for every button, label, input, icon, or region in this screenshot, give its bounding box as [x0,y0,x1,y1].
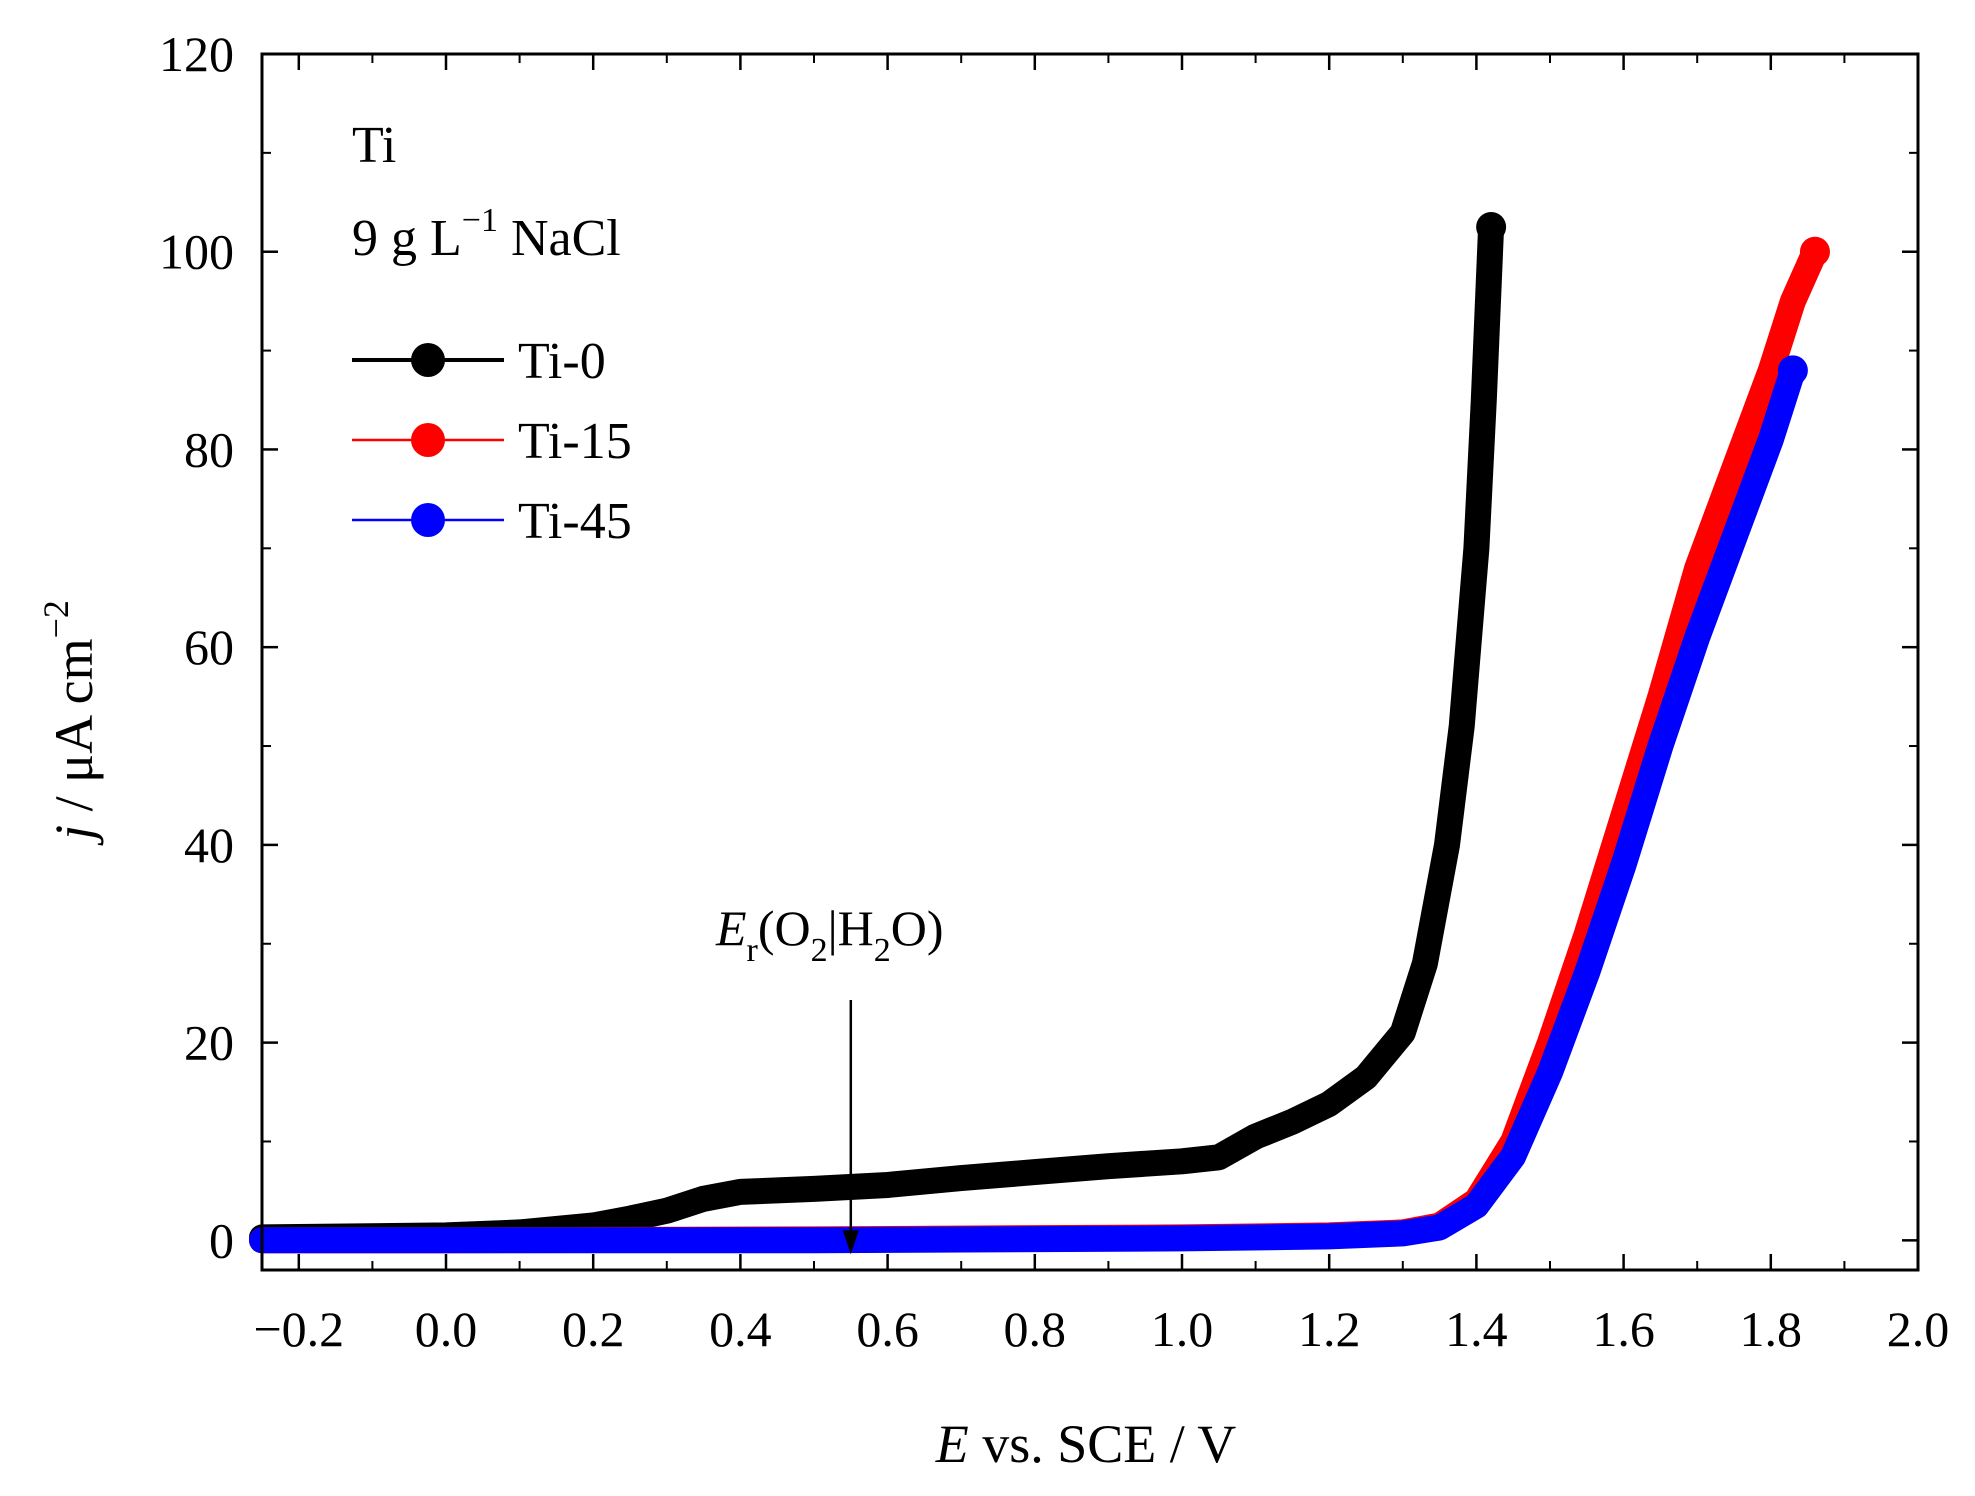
series-line-ti-45 [249,357,1806,1254]
x-tick-label: 0.4 [709,1301,772,1357]
reversible-potential-annotation: Er(O2|H2O) [715,900,944,1255]
annotation-sub-2: 2 [811,932,828,969]
y-tick-label: 100 [159,224,234,280]
annotation-sub-2b: 2 [874,932,891,969]
electrolyte-post: NaCl [498,210,621,267]
y-tick-label: 60 [184,619,234,675]
legend-label-ti-0: Ti-0 [518,333,606,390]
x-tick-label: 1.4 [1445,1301,1508,1357]
y-tick-label: 20 [184,1015,234,1071]
tick-labels: −0.2 0.0 0.2 0.4 0.6 0.8 1.0 1.2 1.4 1.6 1.8 2.0 0 20… [159,26,1949,1357]
x-tick-label: 0.0 [415,1301,478,1357]
x-axis-title: E vs. SCE / V [935,1414,1237,1474]
electrolyte-label: 9 g L−1 NaCl [352,202,621,267]
y-axis-symbol: j [44,825,104,846]
y-tick-label: 120 [159,26,234,82]
y-tick-label: 40 [184,817,234,873]
legend-label-ti-45: Ti-45 [518,493,632,550]
annotation-part2: |H [828,900,874,956]
electrolyte-sup: −1 [462,202,498,239]
annotation-sub-r: r [747,932,759,969]
x-axis-symbol: E [935,1414,969,1474]
y-axis-rest: / μA cm [44,638,104,824]
y-axis-title: j / μA cm−2 [36,600,104,846]
x-tick-label: 0.8 [1004,1301,1067,1357]
series-end-marker-ti-15 [1799,236,1830,267]
x-tick-label: 1.0 [1151,1301,1214,1357]
plot-frame [260,52,1920,1272]
annotation-label: Er(O2|H2O) [715,900,944,969]
legend-marker-ti-0 [411,343,445,377]
x-tick-label: 1.6 [1592,1301,1655,1357]
series-end-marker-ti-45 [1777,355,1808,386]
legend-label-ti-15: Ti-15 [518,413,632,470]
x-tick-label: 0.2 [562,1301,625,1357]
y-tick-label: 80 [184,421,234,477]
y-tick-label: 0 [209,1212,234,1268]
legend: Ti-0 Ti-15 Ti-45 [352,333,632,550]
series-layer [249,212,1830,1254]
y-axis-sup: −2 [36,600,76,638]
legend-marker-ti-45 [411,503,445,537]
series-end-marker-ti-0 [1476,212,1507,243]
x-tick-label: 2.0 [1887,1301,1950,1357]
x-tick-label: 1.8 [1740,1301,1803,1357]
material-label: Ti [352,117,396,174]
electrolyte-pre: 9 g L [352,210,462,267]
annotation-part1: (O [758,900,811,956]
arrow-head [842,1230,859,1255]
annotation-E: E [715,900,747,956]
x-tick-label: 0.6 [856,1301,919,1357]
legend-marker-ti-15 [411,423,445,457]
x-tick-label: −0.2 [253,1301,344,1357]
annotation-part3: O) [891,900,944,956]
series-line-ti-0 [249,214,1505,1251]
x-axis-rest: vs. SCE / V [969,1414,1237,1474]
x-tick-label: 1.2 [1298,1301,1361,1357]
